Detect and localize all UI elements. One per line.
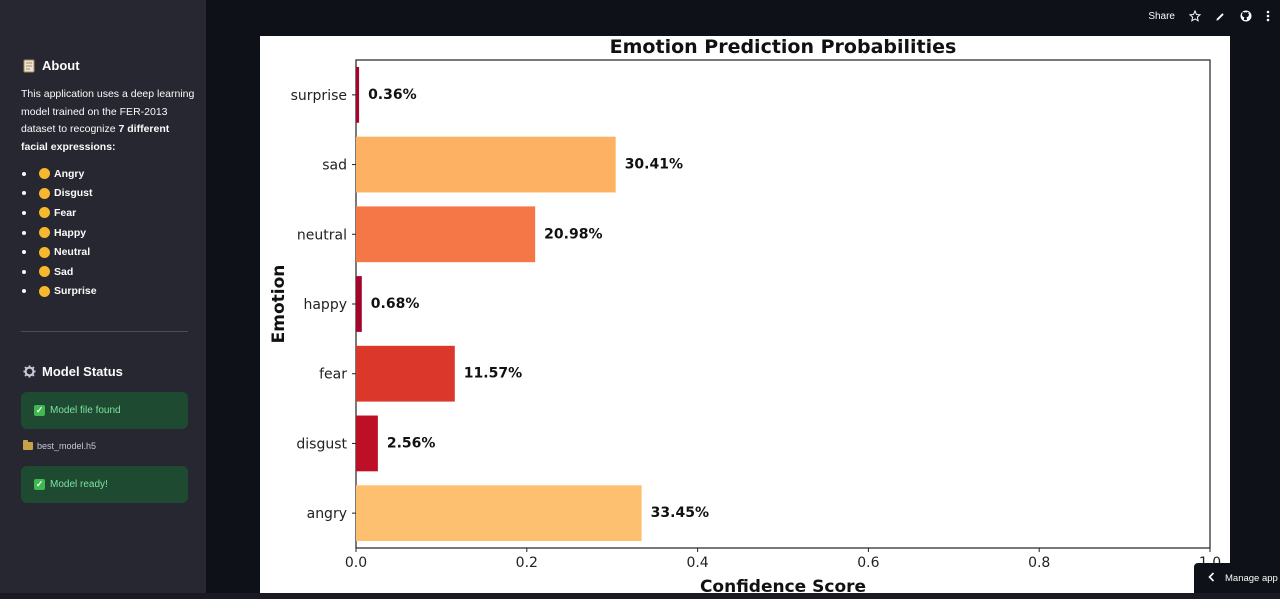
about-text: This application uses a deep learning mo… [21, 86, 196, 156]
model-status-title: Model Status [42, 364, 123, 379]
emoji-face-icon [39, 168, 50, 180]
emotion-label: Surprise [54, 285, 97, 298]
y-tick-label: happy [303, 297, 347, 313]
model-file-name: best_model.h5 [23, 440, 97, 451]
about-heading: About [22, 58, 80, 73]
chart-title: Emotion Prediction Probabilities [610, 36, 957, 58]
edit-icon[interactable] [1215, 8, 1226, 24]
y-tick-label: surprise [291, 88, 347, 104]
emotion-list-item: Surprise [21, 282, 97, 302]
emotion-chart: Emotion Prediction Probabilities angry 33.… [260, 36, 1230, 593]
sidebar: About This application uses a deep learn… [0, 0, 206, 599]
bar [356, 136, 616, 193]
emoji-face-icon [39, 207, 50, 219]
bullet [22, 191, 26, 196]
data-label: 30.41% [625, 157, 683, 173]
x-tick-label: 0.4 [686, 555, 708, 571]
toolbar: Share [1148, 8, 1270, 24]
plot-frame [355, 59, 1211, 549]
emotion-list: Angry Disgust Fear Happy Neutral Sad Surprise [21, 164, 97, 301]
model-status-heading: Model Status [22, 364, 123, 379]
model-file-found-text: Model file found [50, 405, 121, 416]
emotion-list-item: Angry [21, 164, 97, 184]
y-tick-label: disgust [296, 436, 347, 452]
bar [356, 276, 362, 332]
data-label: 20.98% [544, 226, 602, 242]
y-tick-label: neutral [297, 227, 347, 243]
manage-app-button[interactable]: Manage app [1194, 563, 1280, 593]
bullet [22, 171, 26, 176]
bullet [22, 289, 26, 294]
bullet [22, 210, 26, 215]
model-ready-text: Model ready! [50, 479, 108, 490]
check-icon: ✓ [34, 479, 45, 490]
bar [356, 415, 378, 472]
x-axis-label: Confidence Score [700, 577, 866, 593]
y-tick-label: sad [322, 158, 347, 174]
bar [356, 485, 642, 542]
notebook-icon [22, 59, 36, 73]
sidebar-divider [21, 331, 188, 332]
y-tick-label: fear [319, 367, 347, 383]
bar [356, 66, 360, 123]
bar [356, 206, 536, 263]
emotion-label: Angry [54, 167, 85, 180]
x-tick-label: 0.8 [1028, 555, 1050, 571]
x-tick-label: 0.0 [345, 555, 367, 571]
github-icon[interactable] [1240, 8, 1252, 24]
bar [356, 345, 455, 402]
bullet [22, 230, 26, 235]
x-tick-label: 0.2 [516, 555, 538, 571]
emotion-list-item: Neutral [21, 242, 97, 262]
chevron-left-icon [1208, 571, 1215, 585]
y-tick-label: angry [307, 506, 347, 522]
data-label: 0.36% [368, 87, 417, 103]
bottom-strip [0, 593, 1280, 599]
folder-icon [23, 440, 33, 450]
check-icon: ✓ [34, 405, 45, 416]
manage-app-label: Manage app [1225, 572, 1278, 584]
about-text-body: This application uses a deep learning mo… [21, 88, 195, 135]
chart-svg: Emotion Prediction Probabilities angry 33.… [269, 36, 1221, 593]
emotion-list-item: Happy [21, 223, 97, 243]
share-button[interactable]: Share [1148, 10, 1175, 22]
emotion-list-item: Disgust [21, 184, 97, 204]
bullet [22, 269, 26, 274]
data-label: 11.57% [464, 366, 522, 382]
emotion-list-item: Fear [21, 203, 97, 223]
emoji-face-icon [39, 227, 50, 239]
star-icon[interactable] [1189, 8, 1201, 24]
emoji-face-icon [39, 187, 50, 199]
emoji-face-icon [39, 246, 50, 258]
emoji-face-icon [39, 285, 50, 297]
emotion-label: Disgust [54, 187, 93, 200]
bullet [22, 250, 26, 255]
emotion-list-item: Sad [21, 262, 97, 282]
about-title: About [42, 58, 80, 73]
model-ready-alert: ✓ Model ready! [21, 466, 188, 503]
y-axis-label: Emotion [269, 265, 289, 344]
data-label: 0.68% [371, 296, 420, 312]
model-file-name-text: best_model.h5 [37, 441, 97, 451]
data-label: 2.56% [387, 435, 436, 451]
emotion-label: Neutral [54, 246, 91, 259]
emoji-face-icon [39, 266, 50, 278]
emotion-label: Happy [54, 226, 87, 239]
emotion-label: Fear [54, 206, 77, 219]
data-label: 33.45% [651, 505, 709, 521]
more-menu-icon[interactable] [1266, 8, 1270, 24]
about-text-bold: 7 different facial expressions: [21, 123, 170, 153]
model-file-found-alert: ✓ Model file found [21, 392, 188, 429]
emotion-label: Sad [54, 265, 74, 278]
x-tick-label: 0.6 [857, 555, 879, 571]
gear-icon [22, 364, 36, 379]
